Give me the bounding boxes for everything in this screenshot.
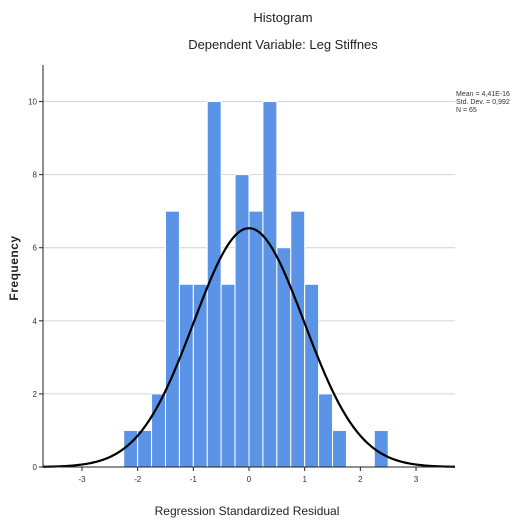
histogram-bar xyxy=(373,429,389,468)
y-tick-label: 0 xyxy=(33,463,38,472)
chart-title: Histogram xyxy=(253,10,312,25)
chart-subtitle: Dependent Variable: Leg Stiffnes xyxy=(188,37,378,52)
stats-mean: Mean = 4,41E-16 xyxy=(456,91,510,98)
histogram-bar xyxy=(318,393,334,468)
histogram-bar xyxy=(332,429,347,468)
histogram-bar xyxy=(234,174,250,468)
histogram-bar xyxy=(304,283,320,468)
histogram-bar xyxy=(248,210,264,468)
y-tick-labels: 0 2 4 6 8 10 xyxy=(28,98,43,472)
x-tick-label: 1 xyxy=(302,475,307,484)
x-tick-labels: -3 -2 -1 0 1 2 3 xyxy=(78,467,419,484)
histogram-bar xyxy=(262,101,278,468)
x-axis-label: Regression Standardized Residual xyxy=(155,504,340,518)
x-tick-label: 3 xyxy=(414,475,419,484)
y-tick-label: 2 xyxy=(33,390,38,399)
y-axis-label: Frequency xyxy=(7,235,21,300)
histogram-bar xyxy=(123,429,139,468)
y-tick-label: 8 xyxy=(33,171,38,180)
y-tick-label: 10 xyxy=(28,98,37,107)
histogram-bar xyxy=(192,283,208,468)
x-tick-label: 0 xyxy=(247,475,252,484)
histogram-bar xyxy=(220,283,236,468)
x-tick-label: -3 xyxy=(78,475,86,484)
y-tick-label: 4 xyxy=(33,317,38,326)
normal-curve xyxy=(42,227,456,468)
histogram-bars xyxy=(123,101,389,468)
histogram-bar xyxy=(178,283,194,468)
histogram-bar xyxy=(164,210,180,468)
x-tick-label: -2 xyxy=(134,475,142,484)
x-tick-label: -1 xyxy=(190,475,198,484)
histogram-bar xyxy=(137,429,153,468)
stats-std-dev: Std. Dev. = 0,992 xyxy=(456,99,510,106)
stats-box: Mean = 4,41E-16 Std. Dev. = 0,992 N = 65 xyxy=(456,91,510,114)
y-tick-label: 6 xyxy=(33,244,38,253)
histogram-bar xyxy=(290,210,306,468)
x-tick-label: 2 xyxy=(358,475,363,484)
stats-n: N = 65 xyxy=(456,107,477,114)
